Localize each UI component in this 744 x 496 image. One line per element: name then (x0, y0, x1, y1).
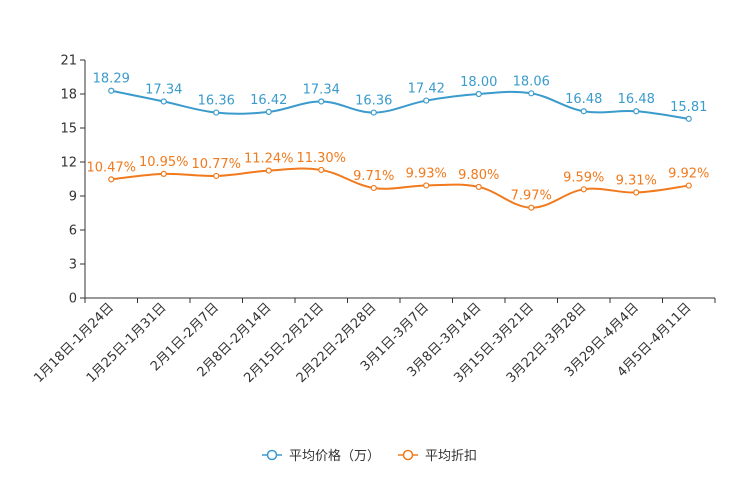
data-label: 9.92% (668, 167, 709, 182)
data-label: 9.31% (616, 173, 657, 188)
data-label: 16.36 (198, 94, 235, 109)
data-label: 16.48 (618, 92, 655, 107)
data-label: 17.34 (145, 82, 182, 97)
data-label: 9.80% (458, 168, 499, 183)
data-label: 18.06 (513, 74, 550, 89)
legend: 平均价格（万） 平均折扣 (262, 448, 477, 464)
data-label: 9.71% (353, 169, 394, 184)
y-tick-label: 15 (60, 122, 77, 137)
data-label: 16.48 (565, 92, 602, 107)
data-labels: 18.29 17.34 16.36 16.42 17.34 16.36 17.42 18.00… (86, 72, 709, 204)
data-point[interactable] (370, 184, 377, 192)
y-tick-label: 12 (60, 156, 77, 171)
data-point[interactable] (423, 97, 430, 104)
data-label: 10.95% (139, 155, 189, 170)
data-point[interactable] (265, 108, 272, 116)
legend-marker-icon (266, 449, 278, 461)
data-point[interactable] (475, 183, 482, 191)
data-point[interactable] (685, 115, 692, 122)
data-label: 17.42 (408, 82, 445, 97)
legend-label: 平均折扣 (425, 449, 477, 464)
y-tick-label: 3 (69, 258, 77, 273)
legend-item-0[interactable]: 平均价格（万） (262, 448, 380, 464)
data-point[interactable] (370, 109, 377, 116)
data-point[interactable] (633, 108, 640, 115)
data-point[interactable] (160, 170, 167, 177)
data-label: 15.81 (670, 100, 707, 115)
series-line-1 (111, 167, 689, 209)
data-point[interactable] (108, 87, 115, 94)
data-label: 18.29 (93, 72, 130, 87)
series-line-0 (111, 89, 689, 120)
y-tick-label: 0 (69, 292, 77, 307)
data-point[interactable] (580, 108, 587, 115)
data-point[interactable] (475, 90, 482, 98)
data-point[interactable] (265, 167, 272, 174)
data-label: 11.24% (244, 152, 294, 167)
data-point[interactable] (108, 176, 115, 183)
data-label: 16.42 (250, 93, 287, 108)
data-label: 16.36 (355, 94, 392, 109)
data-point[interactable] (318, 166, 325, 174)
data-label: 9.93% (406, 166, 447, 181)
legend-item-1[interactable]: 平均折扣 (398, 449, 477, 464)
data-label: 11.30% (296, 151, 346, 166)
data-label: 17.34 (303, 82, 340, 97)
legend-marker-icon (402, 449, 414, 461)
y-tick-label: 21 (60, 54, 77, 69)
data-point[interactable] (633, 189, 640, 196)
y-tick-label: 9 (69, 190, 77, 205)
data-label: 10.47% (86, 160, 136, 175)
data-point[interactable] (528, 204, 535, 211)
data-point[interactable] (528, 90, 535, 97)
series-points (108, 87, 692, 211)
data-label: 7.97% (511, 189, 552, 204)
data-point[interactable] (213, 172, 220, 180)
series-lines (111, 89, 689, 209)
legend-label: 平均价格（万） (289, 448, 380, 464)
y-tick-label: 18 (60, 88, 77, 103)
data-point[interactable] (160, 98, 167, 105)
data-point[interactable] (580, 186, 587, 193)
data-point[interactable] (213, 109, 220, 116)
y-tick-label: 6 (69, 224, 77, 239)
data-label: 10.77% (191, 157, 241, 172)
data-point[interactable] (423, 182, 430, 189)
data-point[interactable] (685, 182, 692, 189)
data-label: 9.59% (563, 170, 604, 185)
data-point[interactable] (318, 98, 325, 105)
data-label: 18.00 (460, 75, 497, 90)
